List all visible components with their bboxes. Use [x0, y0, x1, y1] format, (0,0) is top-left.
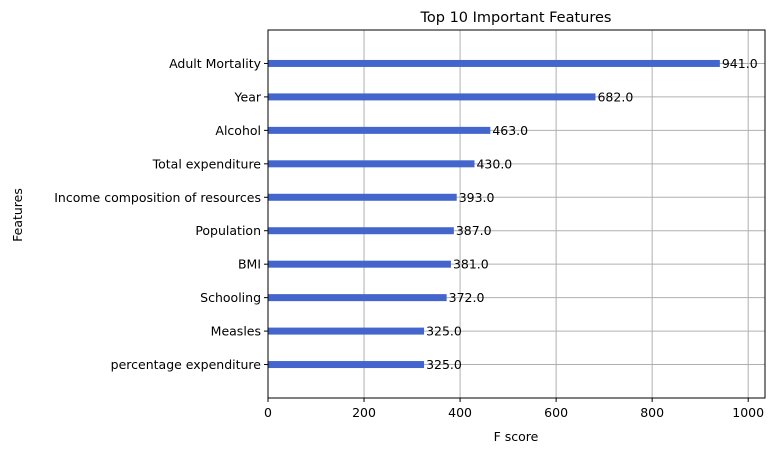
x-tick-label: 400: [448, 405, 472, 420]
bar-value-label: 463.0: [492, 123, 528, 138]
bars: [268, 59, 720, 369]
x-tick-label: 200: [352, 405, 376, 420]
axis-ticks: 0 200 400 600 800 1000 Adult Mortality Year Alco…: [54, 56, 764, 420]
y-tick-label: BMI: [238, 257, 261, 272]
x-axis-label: F score: [494, 429, 539, 444]
chart-title: Top 10 Important Features: [420, 10, 612, 26]
y-tick-label: Alcohol: [215, 123, 261, 138]
bar: [268, 93, 596, 101]
bar-value-label: 387.0: [456, 223, 492, 238]
x-tick-label: 0: [264, 405, 272, 420]
bar-value-label: 372.0: [449, 290, 485, 305]
bar: [268, 294, 447, 302]
plot-frame: [267, 29, 766, 399]
bar: [268, 160, 475, 168]
bar: [268, 193, 457, 201]
y-tick-label: Year: [234, 89, 262, 104]
bar: [268, 327, 425, 335]
bar: [268, 59, 720, 67]
bar: [268, 260, 451, 268]
x-tick-label: 600: [544, 405, 568, 420]
bar-value-label: 682.0: [597, 89, 633, 104]
x-tick-label: 800: [640, 405, 664, 420]
y-tick-label: Schooling: [200, 290, 261, 305]
x-tick-label: 1000: [732, 405, 764, 420]
bar-value-label: 393.0: [459, 190, 495, 205]
y-tick-label: Population: [195, 223, 261, 238]
bar-value-label: 325.0: [426, 357, 462, 372]
value-labels: 941.0 682.0 463.0 430.0 393.0 387.0 381.0 372.0…: [426, 56, 758, 372]
bar: [268, 227, 454, 235]
bar-value-label: 381.0: [453, 257, 489, 272]
bar-value-label: 325.0: [426, 324, 462, 339]
y-tick-label: Adult Mortality: [169, 56, 262, 71]
grid-lines: [267, 30, 765, 398]
bar-value-label: 941.0: [722, 56, 758, 71]
bar: [268, 361, 425, 369]
bar-value-label: 430.0: [476, 156, 512, 171]
y-tick-label: Measles: [211, 324, 261, 339]
bar: [268, 126, 491, 134]
y-axis-label: Features: [10, 188, 25, 242]
y-tick-label: percentage expenditure: [111, 357, 262, 372]
y-tick-label: Income composition of resources: [54, 190, 261, 205]
y-tick-label: Total expenditure: [152, 156, 262, 171]
